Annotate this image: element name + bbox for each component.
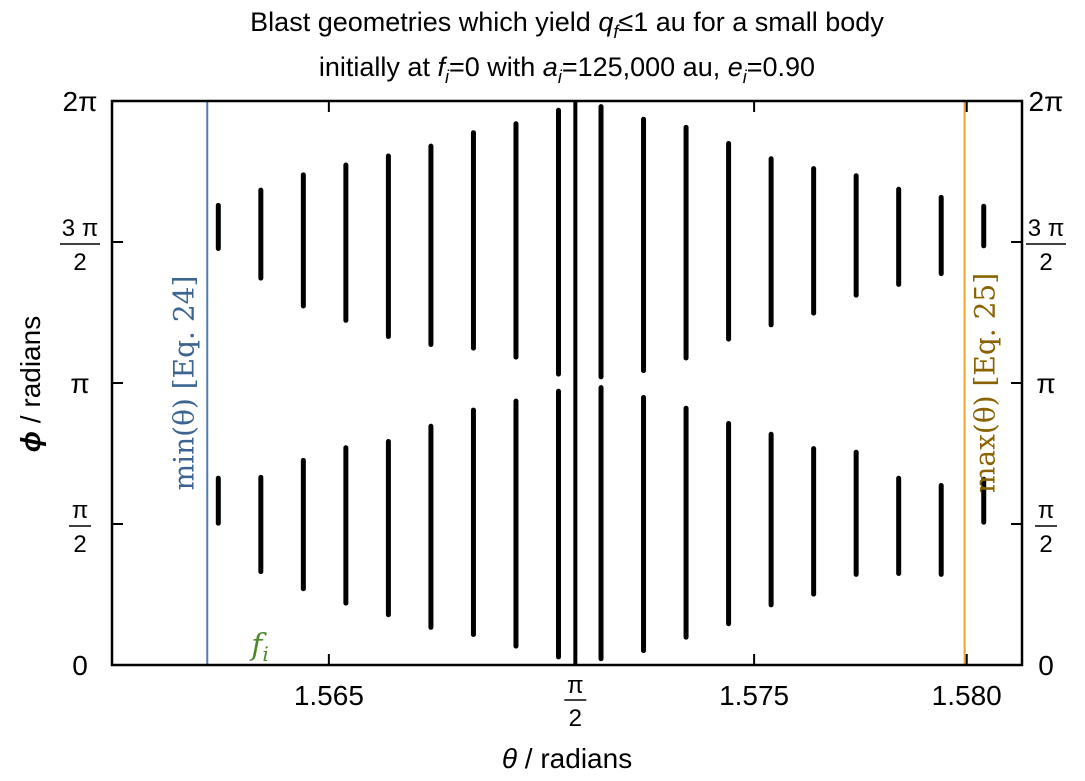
y-tick-label-left-0: 0 [72, 650, 88, 681]
axes [110, 99, 1024, 667]
y-tick-label-right-1-num: π [1038, 497, 1055, 524]
plot-frame [110, 99, 1024, 667]
y-tick-label-left-2: π [70, 368, 89, 399]
x-tick-label-2: 1.575 [719, 680, 789, 711]
y-tick-label-left-1-num: π [72, 497, 89, 524]
reference-lines [206, 101, 966, 665]
chart-title-line-1: Blast geometries which yield qf≤1 au for… [250, 7, 884, 42]
reference-line-label-2: max(θ) [Eq. 25] [969, 273, 1002, 493]
y-tick-label-right-0: 0 [1038, 650, 1054, 681]
data-segments [215, 104, 987, 662]
y-axis-label: ϕ / radians [15, 316, 46, 452]
x-axis-label: θ / radians [502, 743, 632, 774]
y-tick-label-right-3-num: 3 π [1028, 215, 1065, 242]
reference-line-label-0: min(θ) [Eq. 24] [167, 276, 200, 491]
y-tick-label-left-1-den: 2 [73, 531, 86, 558]
y-tick-label-right-3-den: 2 [1039, 249, 1052, 276]
x-tick-label-0: 1.565 [294, 680, 364, 711]
x-tick-label-1-num: π [567, 672, 584, 699]
y-tick-label-left-3-den: 2 [73, 249, 86, 276]
chart-title-line-2: initially at fi=0 with ai=125,000 au, ei… [319, 52, 815, 87]
y-tick-label-left-3-num: 3 π [62, 215, 99, 242]
y-tick-label-right-1-den: 2 [1039, 531, 1052, 558]
marker-label: fi [249, 628, 269, 666]
y-tick-label-left-4: 2π [63, 86, 98, 117]
x-tick-label-3: 1.580 [932, 680, 1002, 711]
y-tick-label-right-2: π [1036, 368, 1055, 399]
y-tick-label-right-4: 2π [1029, 86, 1064, 117]
reference-line-labels: min(θ) [Eq. 24] max(θ) [Eq. 25] fi [167, 273, 1001, 666]
x-tick-label-1-den: 2 [569, 705, 582, 732]
